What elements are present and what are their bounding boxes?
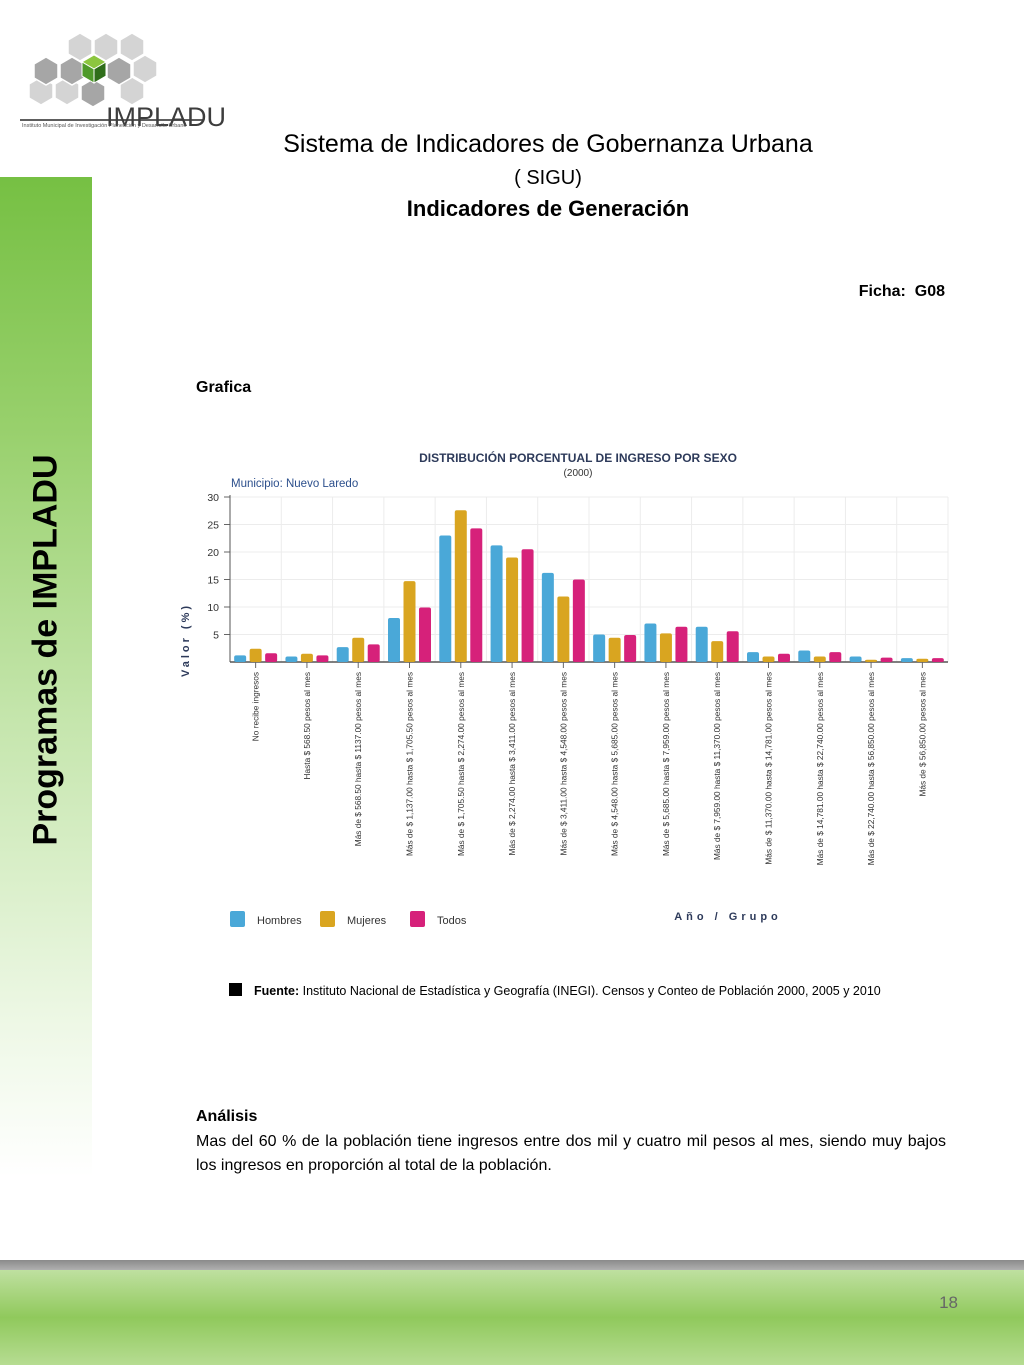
- bar-todos: [521, 549, 534, 662]
- page-number: 18: [939, 1293, 958, 1312]
- bar-hombres: [439, 535, 452, 662]
- bar-todos: [419, 607, 431, 662]
- bar-hombres: [900, 658, 913, 662]
- bar-mujeres: [352, 637, 365, 662]
- impladu-logo: IMPLADU Instituto Municipal de Investiga…: [18, 18, 226, 133]
- footer-band: [0, 1270, 1024, 1365]
- bar-hombres: [695, 626, 708, 662]
- bar-todos: [778, 653, 790, 662]
- square-bullet-icon: [229, 983, 242, 996]
- bar-todos: [880, 657, 893, 662]
- y-axis-title: Valor (%): [180, 603, 192, 677]
- page-subtitle: ( SIGU): [514, 167, 582, 189]
- bar-hombres: [541, 572, 554, 662]
- x-tick-label: Más de $ 1,705.50 hasta $ 2,274.00 pesos…: [456, 672, 466, 856]
- bar-todos: [572, 579, 585, 662]
- ficha-label: Ficha: G08: [858, 283, 945, 300]
- bar-hombres: [285, 656, 298, 662]
- y-tick-label: 5: [213, 630, 219, 642]
- bar-mujeres: [711, 641, 724, 662]
- y-tick-label: 10: [207, 602, 219, 614]
- bar-mujeres: [249, 648, 262, 662]
- x-tick-label: Hasta $ 568.50 pesos al mes: [302, 672, 312, 779]
- bar-todos: [931, 658, 944, 662]
- page-title: Sistema de Indicadores de Gobernanza Urb…: [283, 130, 813, 158]
- source-text: Fuente: Instituto Nacional de Estadístic…: [254, 984, 881, 998]
- logo-wordmark: IMPLADU: [106, 102, 227, 132]
- x-tick-label: Más de $ 7,959.00 hasta $ 11,370.00 peso…: [712, 672, 722, 860]
- y-tick-label: 20: [207, 547, 219, 559]
- bar-todos: [367, 644, 380, 662]
- bar-mujeres: [608, 637, 621, 662]
- x-tick-label: Más de $ 56,850.00 pesos al mes: [917, 672, 927, 797]
- x-tick-label: Más de $ 14,781.00 hasta $ 22,740.00 pes…: [815, 672, 825, 865]
- bar-todos: [675, 626, 688, 662]
- bar-hombres: [234, 655, 247, 662]
- bar-hombres: [593, 634, 606, 662]
- analysis-heading: Análisis: [196, 1108, 258, 1125]
- section-label-grafica: Grafica: [196, 379, 252, 396]
- bar-mujeres: [403, 581, 416, 662]
- x-tick-label: Más de $ 2,274.00 hasta $ 3,411.00 pesos…: [507, 672, 517, 855]
- chart-subtitle: (2000): [564, 468, 593, 479]
- x-tick-label: Más de $ 11,370.00 hasta $ 14,781.00 pes…: [764, 672, 774, 865]
- sidebar-title: Programas de IMPLADU: [26, 454, 65, 846]
- bar-hombres: [644, 623, 657, 662]
- y-tick-label: 30: [207, 492, 219, 504]
- legend-swatch-todos: [410, 911, 425, 927]
- page-heading: Indicadores de Generación: [406, 196, 690, 221]
- bar-todos: [726, 631, 739, 662]
- y-tick-label: 15: [207, 575, 219, 587]
- analysis-text: Mas del 60 % de la población tiene ingre…: [196, 1133, 946, 1174]
- legend-label-todos: Todos: [437, 915, 467, 927]
- bar-hombres: [490, 545, 503, 662]
- bar-hombres: [747, 652, 759, 662]
- bar-mujeres: [506, 557, 519, 662]
- income-distribution-chart: DISTRIBUCIÓN PORCENTUAL DE INGRESO POR S…: [180, 450, 949, 927]
- legend-swatch-hombres: [230, 911, 245, 927]
- x-tick-label: Más de $ 568.50 hasta $ 1137.00 pesos al…: [353, 672, 363, 846]
- x-tick-label: Más de $ 1,137.00 hasta $ 1,705.50 pesos…: [405, 672, 415, 856]
- legend-label-hombres: Hombres: [257, 915, 302, 927]
- bar-mujeres: [865, 659, 878, 662]
- bar-hombres: [798, 650, 811, 662]
- x-tick-label: Más de $ 3,411.00 hasta $ 4,548.00 pesos…: [558, 672, 568, 855]
- bar-todos: [470, 528, 483, 662]
- bar-hombres: [388, 618, 400, 662]
- bar-todos: [829, 652, 842, 662]
- bar-mujeres: [762, 656, 775, 662]
- source-body: Instituto Nacional de Estadística y Geog…: [299, 984, 881, 998]
- hexagon-cubes-icon: [28, 32, 158, 108]
- legend-swatch-mujeres: [320, 911, 335, 927]
- y-tick-label: 25: [207, 520, 219, 532]
- bar-hombres: [849, 656, 862, 662]
- bar-mujeres: [916, 658, 929, 662]
- bar-mujeres: [300, 653, 313, 662]
- bar-mujeres: [454, 510, 467, 662]
- legend-label-mujeres: Mujeres: [347, 915, 387, 927]
- x-tick-label: Más de $ 5,685.00 hasta $ 7,959.00 pesos…: [661, 672, 671, 856]
- source-label: Fuente:: [254, 984, 300, 998]
- x-tick-label: No recibe ingresos: [251, 672, 261, 741]
- chart-title: DISTRIBUCIÓN PORCENTUAL DE INGRESO POR S…: [419, 450, 737, 465]
- logo-subtitle: Instituto Municipal de Investigación Pla…: [22, 123, 187, 129]
- bar-todos: [265, 653, 278, 662]
- bar-mujeres: [557, 596, 570, 662]
- x-axis-title: Año / Grupo: [674, 911, 782, 923]
- x-tick-label: Más de $ 4,548.00 hasta $ 5,685.00 pesos…: [610, 672, 620, 856]
- bar-hombres: [336, 647, 349, 662]
- bar-todos: [316, 655, 329, 662]
- bar-todos: [624, 635, 637, 662]
- chart-annotation: Municipio: Nuevo Laredo: [231, 478, 358, 490]
- bar-mujeres: [813, 656, 826, 662]
- sidebar-band: [0, 177, 92, 1177]
- bar-mujeres: [659, 633, 672, 662]
- logo-divider: [20, 119, 204, 121]
- x-tick-label: Más de $ 22,740.00 hasta $ 56,850.00 pes…: [866, 672, 876, 865]
- footer-divider: [0, 1260, 1024, 1270]
